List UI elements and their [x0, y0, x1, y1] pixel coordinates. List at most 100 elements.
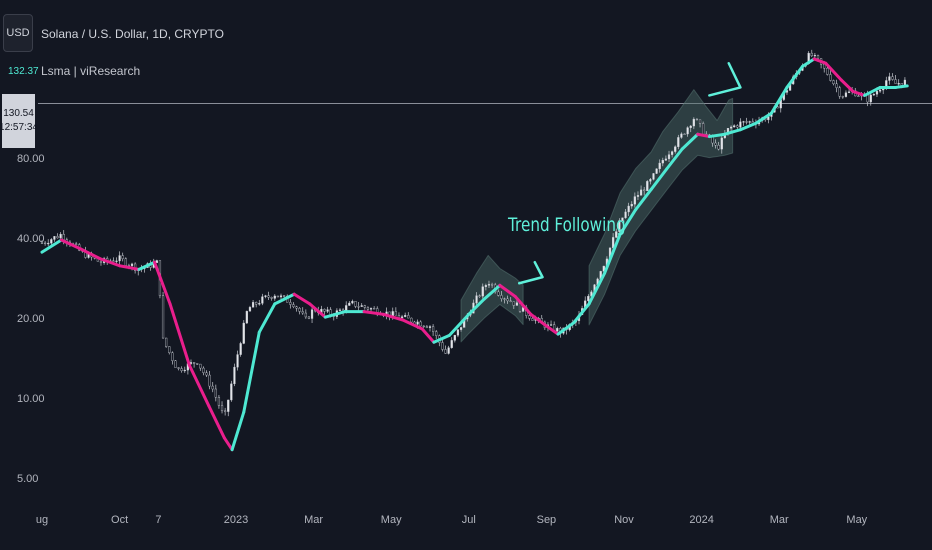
- candle: [667, 154, 671, 160]
- candle: [227, 399, 230, 412]
- candle: [683, 133, 686, 135]
- x-tick-label: 2023: [223, 514, 249, 526]
- candle: [425, 326, 428, 328]
- lsma-segment: [649, 167, 669, 191]
- candle: [615, 231, 618, 238]
- candle: [220, 405, 224, 412]
- candle: [643, 189, 646, 191]
- candle: [630, 203, 633, 207]
- candle: [680, 133, 683, 138]
- candle: [484, 285, 487, 287]
- candle: [214, 388, 217, 398]
- lsma-segment: [754, 111, 773, 125]
- lsma-segment: [257, 302, 277, 334]
- y-tick-label: 80.00: [17, 153, 45, 165]
- candle: [230, 383, 233, 401]
- candle: [531, 318, 534, 321]
- lsma-segment: [800, 57, 816, 68]
- y-tick-label: 10.00: [17, 393, 45, 405]
- lsma-segment: [137, 260, 157, 271]
- candle: [661, 159, 664, 164]
- candle: [400, 316, 404, 319]
- candle: [53, 236, 56, 240]
- lsma-segment: [680, 132, 700, 151]
- candle: [115, 260, 118, 262]
- candle: [248, 307, 252, 312]
- lsma-segment: [738, 121, 758, 132]
- candle: [695, 118, 699, 121]
- candle: [301, 311, 304, 314]
- candle: [264, 295, 267, 297]
- candle: [217, 397, 221, 406]
- lsma-segment: [79, 247, 102, 261]
- candle: [373, 308, 376, 310]
- lsma-segment: [323, 310, 347, 319]
- candle: [258, 303, 261, 305]
- lsma-segment: [544, 324, 560, 336]
- lsma-segment: [665, 147, 684, 171]
- indicator-name: Lsma | viResearch: [41, 64, 141, 78]
- candle: [276, 295, 280, 298]
- candle: [869, 94, 872, 103]
- candle: [497, 291, 500, 296]
- candle: [180, 368, 183, 371]
- lsma-segment: [556, 321, 576, 336]
- candle: [121, 255, 124, 259]
- lsma-segment: [467, 297, 486, 316]
- candle: [633, 196, 636, 205]
- candle: [295, 306, 298, 309]
- lsma-segment: [723, 128, 742, 136]
- lsma-segment: [603, 232, 622, 275]
- candle: [75, 243, 78, 245]
- candle: [702, 123, 705, 135]
- candle: [677, 137, 680, 147]
- lsma-segment: [851, 89, 867, 97]
- x-tick-label: Mar: [304, 514, 324, 526]
- candle: [748, 121, 751, 123]
- candle: [692, 118, 695, 127]
- candle: [671, 151, 674, 155]
- candle: [729, 126, 733, 129]
- candle: [407, 315, 410, 319]
- candle: [441, 342, 444, 350]
- candle: [40, 242, 44, 244]
- candle: [171, 352, 174, 361]
- lsma-segment: [482, 283, 502, 301]
- candle: [587, 295, 590, 302]
- candle: [506, 298, 509, 302]
- lsma-segment: [230, 410, 246, 452]
- candle: [354, 301, 357, 307]
- lsma-segment: [381, 312, 405, 322]
- candle: [490, 284, 494, 286]
- lsma-segment: [222, 436, 234, 452]
- currency-badge[interactable]: USD: [3, 14, 33, 52]
- candle: [419, 321, 422, 327]
- candle: [304, 312, 307, 318]
- candle: [177, 367, 180, 369]
- candle: [233, 366, 236, 385]
- candle: [888, 76, 891, 81]
- candle: [823, 64, 826, 69]
- candle: [649, 179, 652, 182]
- candle: [183, 369, 186, 372]
- candle: [810, 52, 813, 57]
- candle: [168, 346, 171, 353]
- lsma-segment: [187, 363, 211, 408]
- candle: [500, 295, 503, 299]
- last-price: 130.54: [3, 108, 34, 119]
- candle: [124, 258, 127, 266]
- candle: [298, 307, 301, 312]
- lsma-segment: [572, 302, 591, 325]
- lsma-segment: [273, 292, 296, 306]
- candle: [450, 340, 453, 348]
- candle: [515, 302, 519, 306]
- candle: [844, 92, 848, 97]
- trend-band-1: [460, 254, 524, 343]
- candle: [714, 142, 717, 146]
- candle: [357, 306, 360, 308]
- candle: [872, 94, 875, 96]
- lsma-segment: [769, 85, 789, 115]
- lsma-segment: [308, 302, 327, 319]
- candle: [528, 315, 531, 319]
